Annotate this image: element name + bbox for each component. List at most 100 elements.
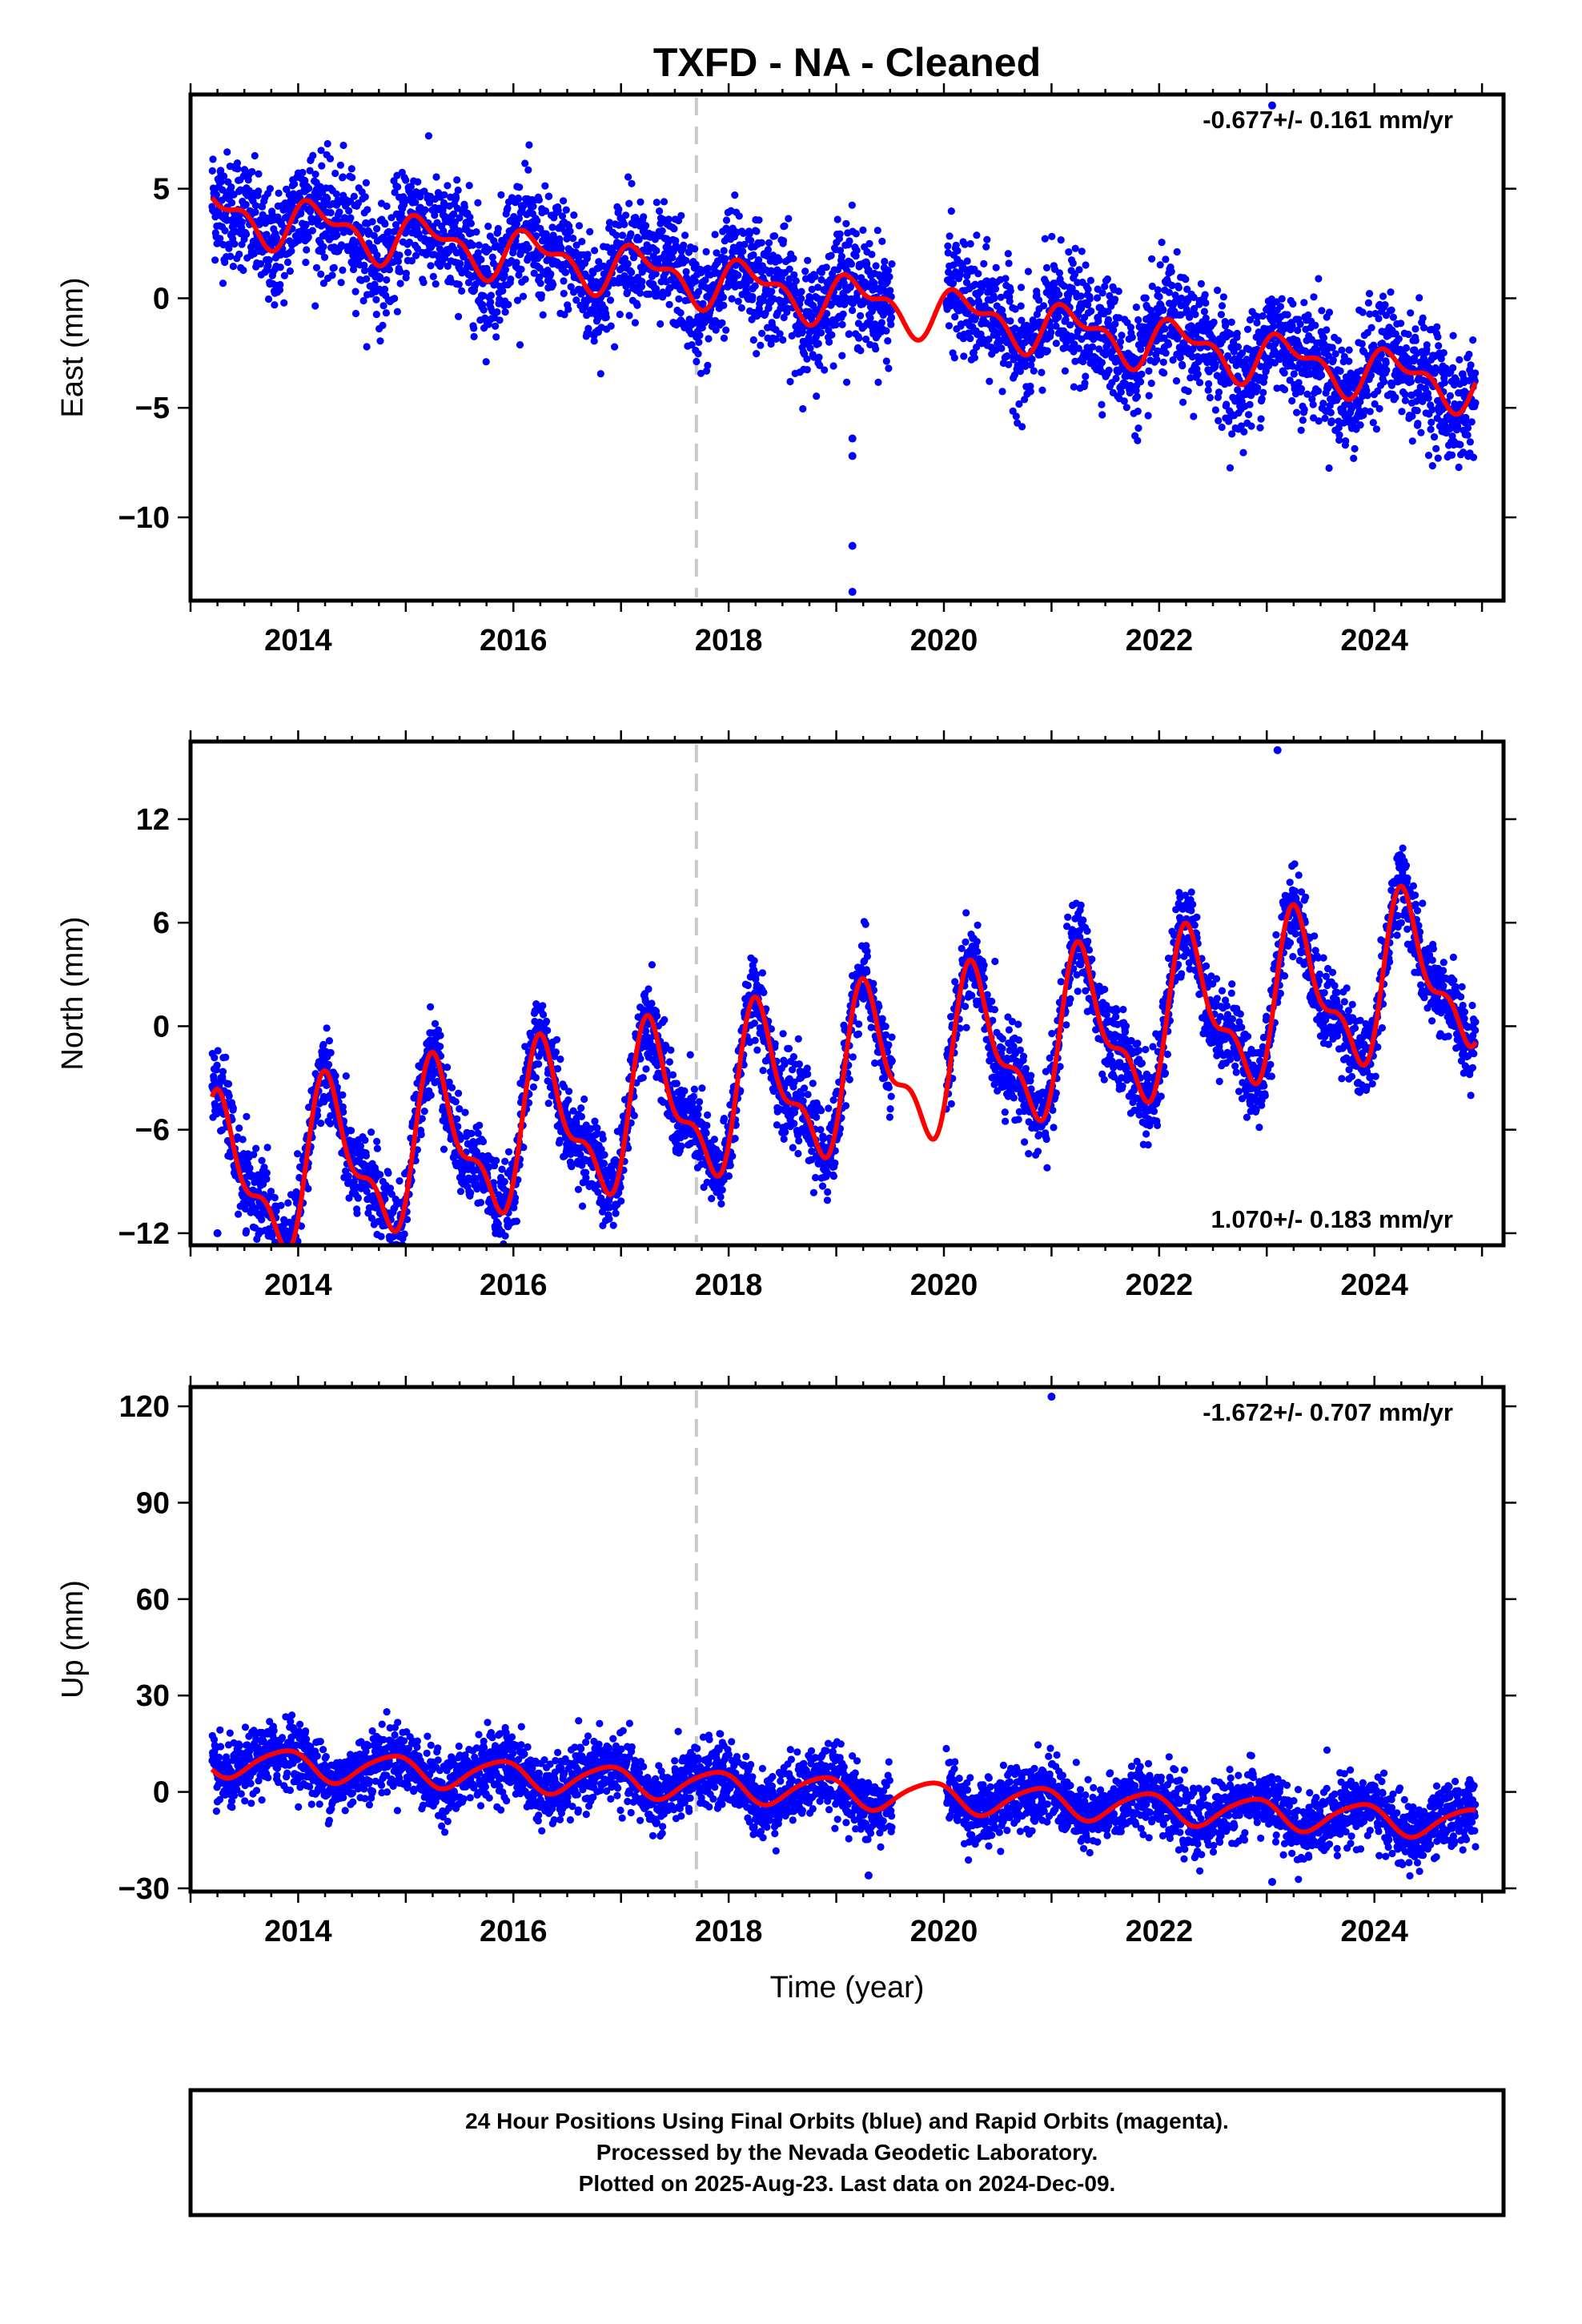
data-point (407, 183, 415, 191)
data-point (1247, 422, 1255, 430)
data-point (1297, 426, 1305, 434)
data-point (377, 1232, 385, 1240)
data-point (348, 174, 356, 182)
data-point (1318, 371, 1326, 380)
data-point (702, 367, 711, 375)
data-point (811, 272, 819, 280)
data-point (785, 215, 793, 223)
data-point (460, 203, 468, 211)
data-point (845, 237, 853, 245)
data-point (275, 286, 284, 294)
data-point (1075, 266, 1083, 274)
data-point (285, 1257, 292, 1265)
data-point (1246, 400, 1254, 408)
data-point (884, 266, 893, 275)
data-point (701, 276, 709, 284)
data-point (287, 1306, 294, 1313)
data-point (1379, 292, 1387, 300)
data-point (877, 319, 885, 327)
data-point (1066, 321, 1074, 329)
data-point (280, 271, 288, 279)
data-point (983, 235, 991, 243)
data-point (602, 313, 610, 321)
data-point (387, 1264, 394, 1271)
data-point (1147, 380, 1155, 388)
data-point (562, 206, 570, 214)
data-point (596, 370, 604, 378)
data-point (376, 273, 384, 281)
data-point (763, 251, 771, 260)
data-point (878, 237, 886, 245)
data-point (1428, 462, 1436, 470)
data-point (404, 248, 412, 256)
data-point (1167, 267, 1175, 275)
data-point (1299, 416, 1307, 424)
data-point (658, 227, 666, 235)
data-point (1098, 359, 1106, 367)
data-point (1190, 293, 1198, 301)
data-point (704, 264, 712, 272)
data-point (1449, 332, 1457, 340)
data-point (456, 214, 464, 222)
data-point (705, 335, 713, 343)
data-point (1159, 358, 1167, 366)
data-point (251, 151, 259, 160)
data-point (1297, 384, 1306, 393)
data-point (616, 311, 624, 319)
data-point (432, 173, 440, 181)
data-point (351, 309, 360, 318)
data-point (1381, 301, 1389, 309)
data-point (1290, 370, 1298, 378)
data-point (1323, 326, 1331, 334)
data-point (1227, 330, 1235, 338)
data-point (1222, 322, 1230, 330)
data-point (1153, 356, 1161, 364)
data-point (1419, 314, 1427, 322)
data-point (642, 222, 650, 230)
data-point (692, 260, 700, 268)
data-point (1093, 294, 1102, 302)
data-point (339, 173, 347, 181)
data-point (1380, 378, 1388, 386)
data-point (1098, 400, 1106, 408)
data-point (255, 187, 263, 195)
data-point (335, 208, 343, 216)
data-point (567, 283, 575, 291)
data-point (691, 277, 700, 285)
y-tick-label: 5 (153, 173, 170, 207)
data-point (1432, 444, 1440, 452)
data-point (224, 1080, 233, 1088)
data-point (1280, 385, 1289, 394)
data-point (516, 183, 524, 191)
data-point (874, 378, 882, 386)
data-point (286, 267, 294, 275)
data-point (500, 271, 508, 279)
data-point (779, 237, 788, 245)
data-point (359, 296, 367, 305)
data-point (855, 334, 863, 342)
data-point (628, 179, 636, 187)
data-point (1226, 464, 1235, 472)
data-point (624, 173, 632, 181)
data-point (1006, 317, 1014, 325)
data-point (264, 295, 273, 304)
data-point (1464, 431, 1472, 439)
data-point (251, 208, 259, 216)
data-point (1350, 454, 1358, 463)
data-point (333, 231, 341, 239)
data-point (1189, 345, 1197, 353)
data-point (722, 326, 730, 334)
data-point (1062, 316, 1070, 324)
data-point (412, 251, 420, 259)
data-point (396, 1177, 404, 1185)
data-point (363, 343, 371, 351)
data-point (1283, 311, 1291, 319)
data-point (493, 308, 501, 316)
data-point (243, 1112, 251, 1120)
data-point (1183, 285, 1191, 293)
data-point (1433, 323, 1441, 331)
data-point (992, 346, 1000, 354)
data-point (888, 260, 896, 268)
data-point (591, 247, 599, 255)
data-point (817, 275, 825, 283)
